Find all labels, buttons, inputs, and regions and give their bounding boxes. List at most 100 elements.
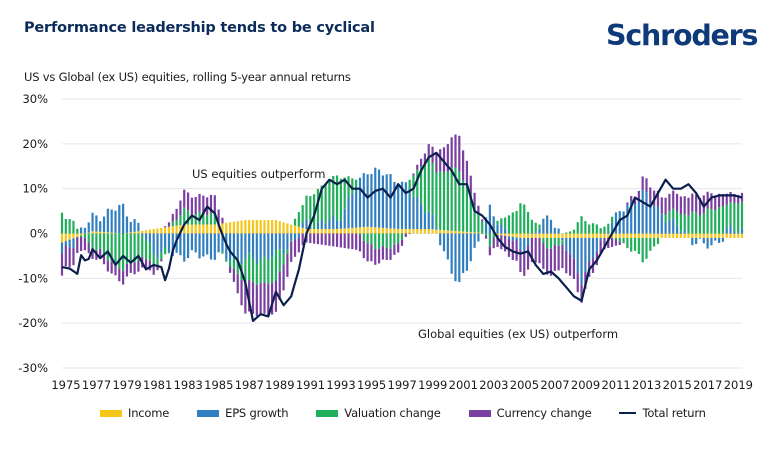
bar-currency <box>381 246 384 260</box>
bar-valuation <box>164 247 167 255</box>
bar-currency <box>565 250 568 274</box>
total-return-swatch <box>619 412 637 414</box>
bar-valuation <box>60 212 64 234</box>
bar-currency <box>618 241 621 245</box>
bar-income <box>698 233 702 238</box>
bar-currency <box>278 271 281 301</box>
bar-currency <box>599 240 602 253</box>
bar-currency <box>630 195 633 202</box>
bar-income <box>454 230 457 234</box>
eps-swatch <box>197 409 220 417</box>
bar-currency <box>99 248 102 259</box>
bar-eps <box>232 233 236 258</box>
legend-label: EPS growth <box>225 406 289 420</box>
bar-currency <box>687 197 690 216</box>
bar-eps <box>519 237 522 250</box>
bar-income <box>244 220 247 234</box>
bar-income <box>672 233 675 238</box>
bar-eps <box>362 173 365 228</box>
bar-currency <box>194 196 197 215</box>
x-tick-label: 2019 <box>724 378 753 392</box>
bar-eps <box>714 237 717 241</box>
bar-valuation <box>209 212 213 225</box>
bar-currency <box>198 193 201 212</box>
bar-eps <box>458 233 461 283</box>
bar-currency <box>362 240 365 259</box>
bar-currency <box>397 243 400 253</box>
annotations: US equities outperform Global equities (e… <box>192 167 618 341</box>
chart-subtitle: US vs Global (ex US) equities, rolling 5… <box>24 70 351 84</box>
bar-income <box>607 233 610 238</box>
bar-currency <box>297 237 300 253</box>
bar-eps <box>683 230 686 234</box>
bar-currency <box>488 246 491 256</box>
bar-valuation <box>630 237 633 252</box>
bar-eps <box>645 192 648 234</box>
bar-currency <box>282 264 285 291</box>
bar-currency <box>271 283 274 315</box>
bar-currency <box>546 248 549 275</box>
bar-eps <box>553 227 556 234</box>
bar-income <box>530 233 533 238</box>
bar-eps <box>102 216 106 233</box>
bar-eps <box>737 233 740 234</box>
bar-valuation <box>611 216 614 223</box>
bar-valuation <box>95 233 98 251</box>
x-tick-label: 2009 <box>571 378 600 392</box>
bar-eps <box>137 222 140 232</box>
bar-income <box>618 233 621 238</box>
bar-valuation <box>259 259 262 284</box>
bar-income <box>561 233 564 238</box>
bar-valuation <box>248 253 251 281</box>
bar-income <box>588 233 591 238</box>
bar-income <box>553 233 556 238</box>
bar-income <box>519 233 522 238</box>
bar-valuation <box>580 216 583 234</box>
bar-currency <box>664 197 667 215</box>
total-return-line <box>61 151 743 322</box>
bar-income <box>213 224 216 234</box>
bar-eps <box>259 233 262 260</box>
bar-currency <box>309 233 312 244</box>
bar-eps <box>305 219 308 230</box>
bar-currency <box>523 252 526 276</box>
bar-valuation <box>420 166 423 205</box>
legend-item-income: Income <box>100 406 169 420</box>
bar-currency <box>137 260 140 272</box>
bar-valuation <box>477 213 480 233</box>
bar-eps <box>668 219 671 234</box>
bar-income <box>366 226 369 234</box>
bar-income <box>362 227 365 234</box>
bar-eps <box>343 208 346 229</box>
bar-valuation <box>737 203 740 234</box>
bar-income <box>106 232 109 234</box>
bar-valuation <box>568 231 572 234</box>
bar-currency <box>714 195 717 211</box>
bar-valuation <box>80 235 83 238</box>
bar-currency <box>568 254 572 276</box>
bar-currency <box>389 248 392 260</box>
x-tick-label: 2003 <box>479 378 508 392</box>
bar-currency <box>416 164 419 170</box>
bar-currency <box>225 261 228 262</box>
bar-valuation <box>576 222 579 234</box>
bar-income <box>691 233 694 238</box>
bar-income <box>95 231 98 234</box>
bar-income <box>206 224 209 234</box>
bar-eps <box>160 233 163 253</box>
bar-currency <box>649 187 652 202</box>
bar-valuation <box>484 233 488 236</box>
bar-valuation <box>366 233 369 244</box>
bar-eps <box>526 237 530 247</box>
bar-valuation <box>377 233 381 249</box>
bar-income <box>297 226 300 234</box>
bar-currency <box>691 193 694 212</box>
bar-eps <box>198 233 201 259</box>
bar-income <box>217 223 220 234</box>
bar-valuation <box>171 221 174 227</box>
bar-valuation <box>393 233 396 245</box>
bar-valuation <box>225 259 228 262</box>
bar-eps <box>538 228 541 234</box>
bar-income <box>160 227 163 234</box>
bar-eps <box>492 216 495 234</box>
